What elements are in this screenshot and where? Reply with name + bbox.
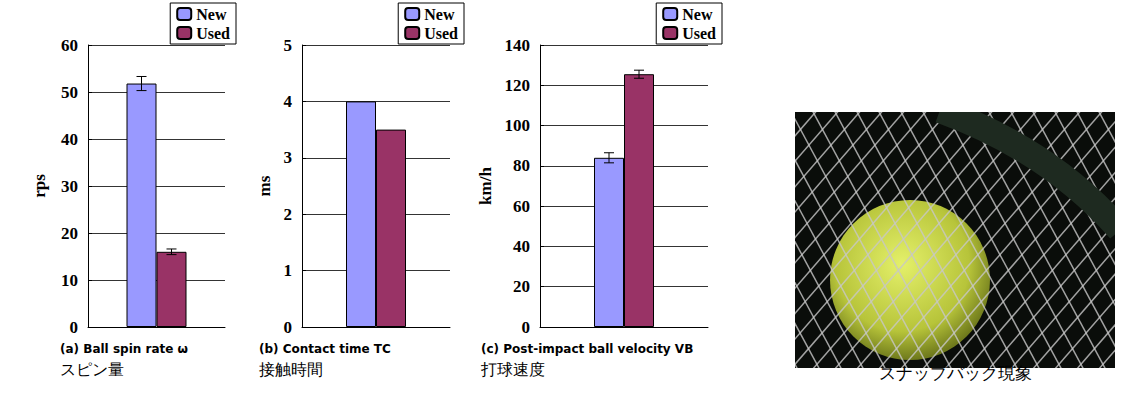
svg-text:40: 40	[61, 130, 78, 149]
svg-text:スピン量: スピン量	[60, 360, 124, 379]
svg-text:打球速度: 打球速度	[480, 360, 545, 379]
svg-text:New: New	[682, 6, 713, 23]
svg-text:60: 60	[61, 36, 78, 55]
svg-text:80: 80	[513, 156, 530, 175]
html-text:スナップバック現象: スナップバック現象	[878, 363, 1032, 383]
svg-text:New: New	[424, 6, 455, 23]
svg-text:120: 120	[505, 76, 531, 95]
svg-text:100: 100	[505, 116, 531, 135]
svg-text:10: 10	[61, 271, 78, 290]
svg-text:0: 0	[522, 318, 531, 337]
svg-text:接触時間: 接触時間	[259, 360, 323, 379]
svg-text:4: 4	[284, 92, 293, 111]
svg-text:40: 40	[513, 237, 530, 256]
svg-text:0: 0	[284, 318, 293, 337]
svg-text:km/h: km/h	[476, 167, 495, 205]
svg-text:30: 30	[61, 177, 78, 196]
svg-text:Used: Used	[424, 25, 458, 42]
svg-text:Used: Used	[682, 25, 716, 42]
svg-text:rps: rps	[30, 174, 49, 198]
svg-text:5: 5	[284, 36, 293, 55]
svg-text:0: 0	[70, 318, 79, 337]
svg-text:(c) Post-impact ball velocity: (c) Post-impact ball velocity VB	[481, 342, 693, 356]
svg-text:Used: Used	[196, 25, 230, 42]
svg-text:20: 20	[61, 224, 78, 243]
svg-text:3: 3	[284, 148, 293, 167]
svg-text:(a) Ball spin rate ω: (a) Ball spin rate ω	[60, 342, 188, 356]
svg-text:New: New	[196, 6, 227, 23]
svg-text:140: 140	[505, 36, 531, 55]
svg-text:(b) Contact time TC: (b) Contact time TC	[259, 342, 391, 356]
svg-text:ms: ms	[255, 175, 274, 196]
svg-text:1: 1	[284, 261, 293, 280]
svg-text:60: 60	[513, 197, 530, 216]
svg-text:20: 20	[513, 277, 530, 296]
svg-text:50: 50	[61, 83, 78, 102]
svg-text:2: 2	[284, 205, 293, 224]
